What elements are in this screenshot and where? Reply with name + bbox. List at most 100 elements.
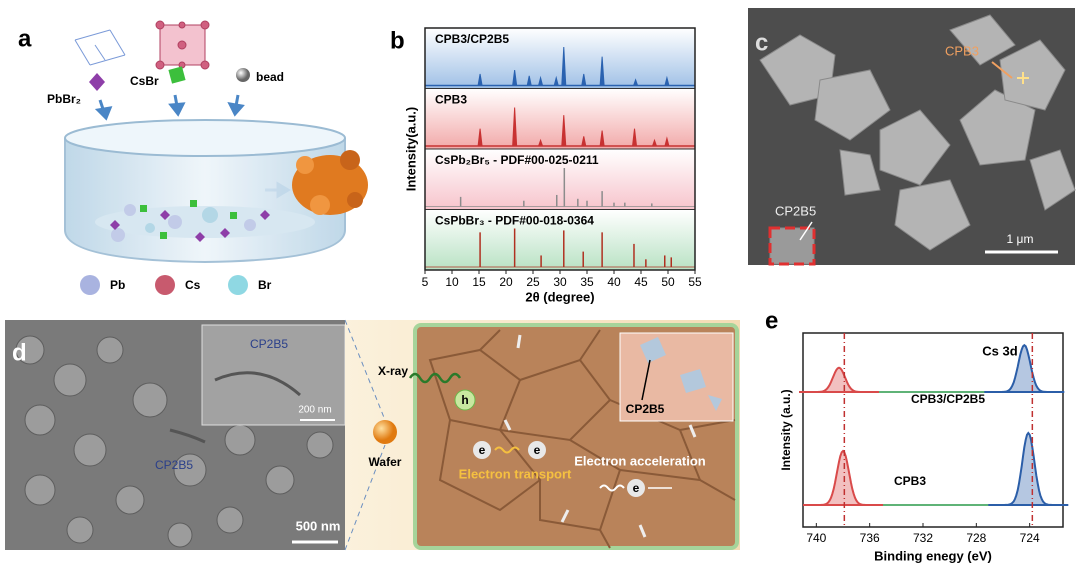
inset-label: CP2B5 (250, 337, 288, 351)
sem-grains (15, 335, 334, 548)
element-label: Pb (110, 278, 125, 292)
acceleration-label: Electron acceleration (574, 453, 706, 468)
wafer-label: Wafer (369, 455, 402, 469)
peak (581, 73, 587, 86)
reagent-label: bead (256, 70, 284, 84)
legend-pb (80, 275, 100, 295)
annotation: CP2B5 (775, 203, 816, 218)
panel-label: b (390, 27, 405, 54)
annotation-arrow (991, 61, 1013, 79)
x-tick-label: 50 (661, 275, 675, 289)
x-tick-label: 10 (445, 275, 459, 289)
sem-feature (169, 428, 206, 444)
zoom-line (344, 444, 386, 551)
sem-particles (759, 14, 1076, 265)
x-tick-label: 30 (553, 275, 567, 289)
scale-bar-label: 1 μm (1007, 232, 1034, 246)
peak (581, 136, 587, 147)
peak (633, 78, 639, 86)
x-tick-label: 25 (526, 275, 540, 289)
inset-feature (214, 371, 301, 397)
legend-cs (155, 275, 175, 295)
x-axis-label: Binding enegy (eV) (874, 548, 992, 563)
particles (110, 200, 270, 242)
annotation-arrow (799, 221, 813, 241)
xps-peak (988, 431, 1069, 506)
sem-label: CP2B5 (155, 458, 193, 472)
transport-wave (494, 446, 520, 454)
electron-label: e (633, 481, 640, 495)
series-label: CPB3/CP2B5 (435, 32, 509, 46)
peak (632, 128, 638, 147)
xps-peak (799, 366, 879, 393)
marker (1017, 72, 1029, 84)
peak (664, 136, 670, 147)
bead-icon (236, 68, 250, 82)
xray-wave (408, 372, 462, 384)
hole-label: h (461, 393, 468, 407)
wafer-icon (373, 420, 397, 444)
panel-c: c CPB3 CP2B5 1 μm (748, 8, 1076, 266)
transport-label: Electron transport (459, 466, 572, 481)
y-axis-label: Intensity(a.u.) (403, 107, 418, 192)
x-tick-label: 740 (806, 531, 826, 545)
series-label: CsPb₂Br₅ - PDF#00-025-0211 (435, 153, 599, 167)
peak (477, 128, 483, 147)
legend-br (228, 275, 248, 295)
xps-peak (984, 343, 1065, 393)
element-label: Cs (185, 278, 201, 292)
peak (477, 73, 483, 86)
molecule (74, 29, 126, 66)
peak (512, 107, 518, 147)
x-tick-label: 40 (607, 275, 621, 289)
series-label: CsPbBr₃ - PDF#00-018-0364 (435, 214, 594, 228)
peak (526, 75, 532, 86)
reagent-label: CsBr (130, 74, 159, 88)
electron (528, 441, 546, 459)
peak (512, 70, 518, 86)
panel-label: a (18, 25, 32, 52)
peak (561, 115, 567, 147)
acceleration-wave (599, 484, 625, 492)
element-label: Br (258, 278, 272, 292)
panel-label: d (12, 339, 27, 366)
x-tick-label: 15 (472, 275, 486, 289)
x-tick-label: 732 (913, 531, 933, 545)
annotation: CPB3 (945, 43, 979, 58)
hole (454, 389, 476, 411)
electron (627, 479, 645, 497)
x-tick-label: 728 (966, 531, 986, 545)
peak (561, 46, 567, 86)
inset-arrow (641, 359, 651, 401)
x-tick-label: 20 (499, 275, 513, 289)
xps-peak (803, 449, 883, 506)
xray-label: X-ray (378, 364, 408, 378)
x-axis-label: 2θ (degree) (525, 289, 594, 304)
strip (424, 27, 696, 89)
chart-title: Cs 3d (982, 343, 1017, 358)
scale-bar-label: 500 nm (296, 518, 341, 533)
inset-crystals (640, 337, 722, 411)
electron (473, 441, 491, 459)
x-tick-label: 5 (422, 275, 429, 289)
peak (652, 138, 657, 147)
crystal-cube (155, 20, 210, 70)
x-tick-label: 724 (1020, 531, 1040, 545)
series-label: CPB3 (435, 93, 467, 107)
x-tick-label: 35 (580, 275, 594, 289)
panel-a: a PbBr₂ CsBr bead Pb (18, 20, 368, 295)
y-axis-label: Intensity (a.u.) (779, 389, 793, 470)
panel-label: e (765, 307, 778, 334)
x-tick-label: 736 (860, 531, 880, 545)
peak (664, 75, 670, 86)
electron-label: e (479, 443, 486, 457)
peak (538, 138, 544, 147)
peak (538, 75, 544, 86)
x-tick-label: 45 (634, 275, 648, 289)
boundary-marks (503, 334, 697, 538)
series-label: CPB3 (894, 474, 926, 488)
cracks (428, 329, 736, 549)
highlight-box (768, 226, 816, 266)
